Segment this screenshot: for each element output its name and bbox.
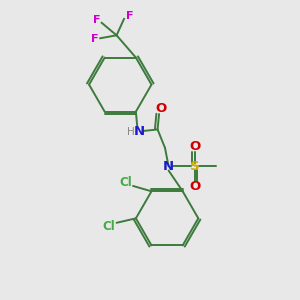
Text: N: N: [163, 160, 174, 173]
Text: H: H: [127, 127, 135, 137]
Text: F: F: [91, 34, 99, 44]
Text: N: N: [134, 125, 145, 138]
Text: O: O: [155, 102, 166, 115]
Text: F: F: [93, 15, 100, 26]
Text: Cl: Cl: [119, 176, 132, 189]
Text: O: O: [189, 140, 200, 153]
Text: S: S: [190, 160, 200, 173]
Text: F: F: [126, 11, 133, 21]
Text: O: O: [189, 180, 200, 193]
Text: Cl: Cl: [103, 220, 116, 233]
